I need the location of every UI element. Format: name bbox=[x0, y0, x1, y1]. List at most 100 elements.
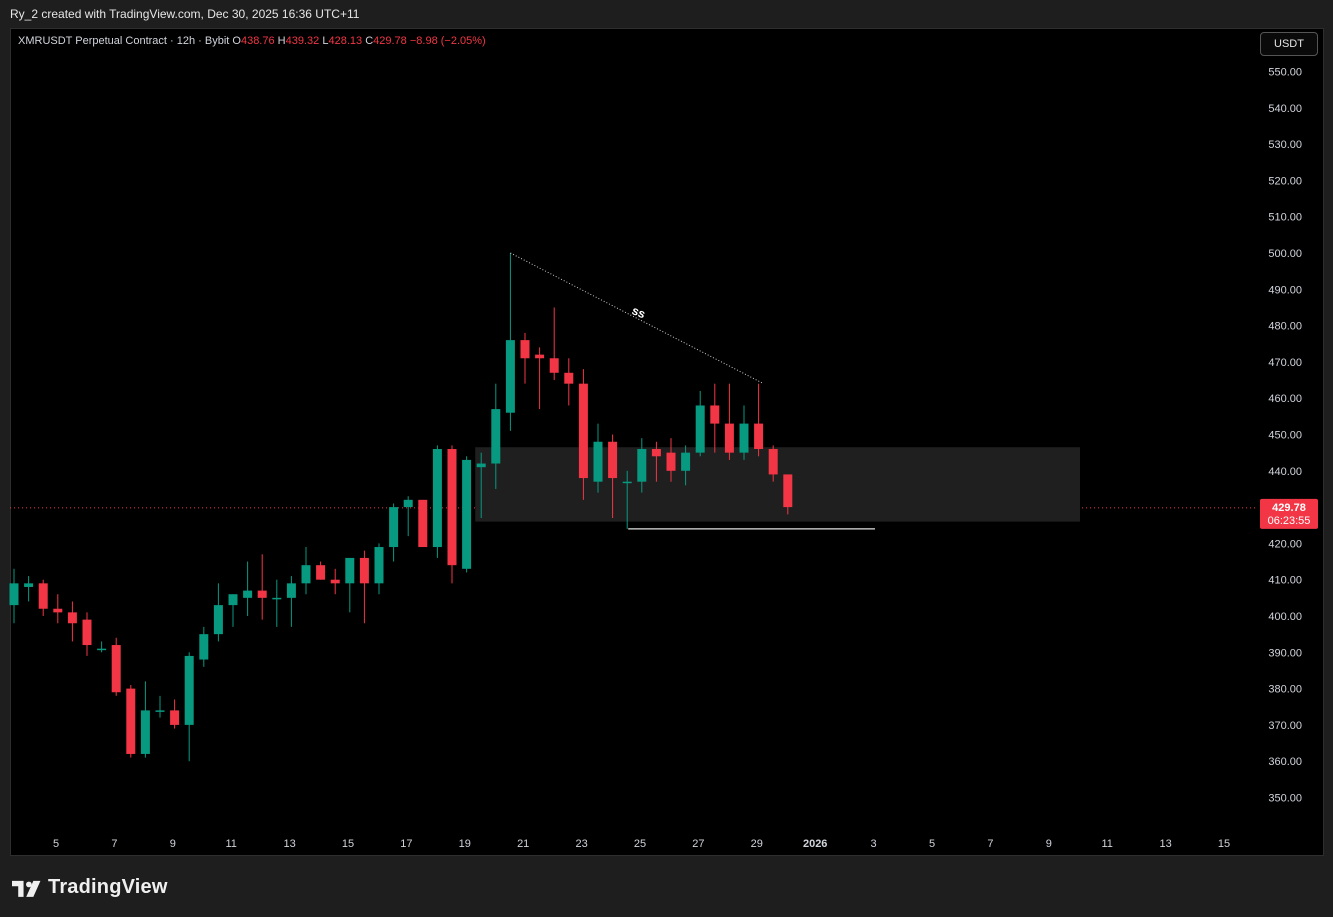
chart-pane[interactable] bbox=[10, 28, 1324, 856]
footer-bar bbox=[0, 856, 1333, 917]
candle-body bbox=[184, 655, 194, 725]
candle bbox=[403, 496, 413, 537]
open-label: O bbox=[232, 35, 241, 47]
time-tick-label: 23 bbox=[575, 838, 587, 850]
time-tick-label: 15 bbox=[1218, 838, 1230, 850]
candle-body bbox=[170, 710, 180, 725]
candle bbox=[345, 557, 355, 613]
candle bbox=[243, 561, 253, 616]
candle-body bbox=[505, 340, 515, 413]
price-tick-label: 370.00 bbox=[1268, 720, 1302, 732]
candle-body bbox=[111, 645, 121, 693]
current-price-tag bbox=[1260, 498, 1318, 529]
candle-body bbox=[608, 441, 618, 479]
candle-body bbox=[9, 583, 19, 606]
price-tick-label: 550.00 bbox=[1268, 67, 1302, 79]
low-label: L bbox=[322, 35, 329, 47]
candle-body bbox=[637, 449, 647, 482]
candle-body bbox=[97, 648, 107, 651]
candle bbox=[739, 405, 749, 460]
candle bbox=[505, 253, 515, 431]
candle-body bbox=[681, 452, 691, 471]
candle-body bbox=[199, 634, 209, 660]
candle bbox=[9, 568, 19, 624]
candle bbox=[184, 652, 194, 762]
candle bbox=[418, 499, 428, 548]
candle bbox=[681, 445, 691, 486]
time-tick-label: 11 bbox=[1101, 838, 1112, 850]
candle bbox=[578, 369, 588, 500]
candle-body bbox=[783, 474, 793, 508]
candle-body bbox=[243, 590, 253, 598]
candle bbox=[53, 594, 63, 624]
price-tick-label: 470.00 bbox=[1268, 357, 1302, 369]
candle-body bbox=[754, 423, 764, 450]
candle bbox=[24, 576, 34, 602]
price-axis[interactable]: 550.00 540.00 530.00 520.00 510.00 500.00 490.… bbox=[1268, 67, 1302, 805]
candle-body bbox=[491, 409, 501, 464]
trendline bbox=[510, 252, 764, 385]
low-value: 428.13 bbox=[328, 35, 363, 47]
candle bbox=[520, 332, 530, 384]
candle bbox=[126, 684, 136, 758]
candle-body bbox=[520, 340, 530, 359]
chart-caption: Ry_2 created with TradingView.com, Dec 3… bbox=[10, 7, 360, 21]
candle bbox=[111, 637, 121, 696]
price-tick-label: 460.00 bbox=[1268, 393, 1302, 405]
candle-body bbox=[666, 452, 676, 471]
candle bbox=[447, 445, 457, 584]
time-tick-label: 9 bbox=[170, 838, 176, 850]
currency-button[interactable]: USDT bbox=[1260, 32, 1318, 56]
candle-body bbox=[257, 590, 267, 598]
time-tick-label: 25 bbox=[634, 838, 646, 850]
candle bbox=[491, 383, 501, 489]
change-value: −8.98 (−2.05%) bbox=[409, 35, 486, 47]
candle bbox=[155, 695, 165, 718]
price-tick-label: 520.00 bbox=[1268, 175, 1302, 187]
candle bbox=[783, 474, 793, 515]
candle bbox=[476, 452, 486, 518]
candle bbox=[608, 434, 618, 518]
time-tick-label: 27 bbox=[692, 838, 704, 850]
symbol-legend: XMRUSDT Perpetual Contract · 12h · Bybit… bbox=[18, 35, 486, 47]
time-axis[interactable]: 5 7 9 11 13 15 17 19 21 23 25 27 29 2026 3 5 7 9 11 13 15 bbox=[53, 838, 1230, 850]
price-tick-label: 440.00 bbox=[1268, 466, 1302, 478]
tradingview-logo-icon bbox=[12, 880, 41, 897]
time-tick-label: 29 bbox=[751, 838, 763, 850]
candle-body bbox=[403, 499, 413, 508]
candle bbox=[316, 561, 326, 580]
candle bbox=[462, 456, 472, 573]
close-label: C bbox=[365, 35, 374, 47]
candle bbox=[695, 390, 705, 457]
candle-body bbox=[140, 710, 150, 754]
price-tick-label: 360.00 bbox=[1268, 756, 1302, 768]
candle bbox=[564, 358, 574, 406]
candle bbox=[374, 543, 384, 595]
close-value: 429.78 bbox=[373, 35, 407, 47]
candle-body bbox=[578, 383, 588, 479]
candle-layer bbox=[9, 253, 793, 762]
price-tick-label: 450.00 bbox=[1268, 430, 1302, 442]
candle-body bbox=[476, 463, 486, 468]
candle bbox=[301, 547, 311, 595]
candle-body bbox=[389, 507, 399, 548]
candle bbox=[82, 612, 92, 656]
candle-body bbox=[286, 583, 296, 598]
candle bbox=[389, 503, 399, 562]
price-tick-label: 400.00 bbox=[1268, 611, 1302, 623]
time-tick-label: 5 bbox=[53, 838, 59, 850]
candle-body bbox=[301, 565, 311, 584]
time-tick-label: 21 bbox=[517, 838, 529, 850]
candle bbox=[272, 579, 282, 627]
candle bbox=[286, 576, 296, 627]
time-tick-label: 3 bbox=[871, 838, 877, 850]
candle-body bbox=[564, 372, 574, 384]
candle bbox=[228, 594, 238, 627]
candle bbox=[330, 568, 340, 595]
candle-body bbox=[345, 557, 355, 584]
time-tick-label: 7 bbox=[111, 838, 117, 850]
candle bbox=[97, 641, 107, 653]
price-tick-label: 540.00 bbox=[1268, 103, 1302, 115]
price-tick-label: 530.00 bbox=[1268, 139, 1302, 151]
